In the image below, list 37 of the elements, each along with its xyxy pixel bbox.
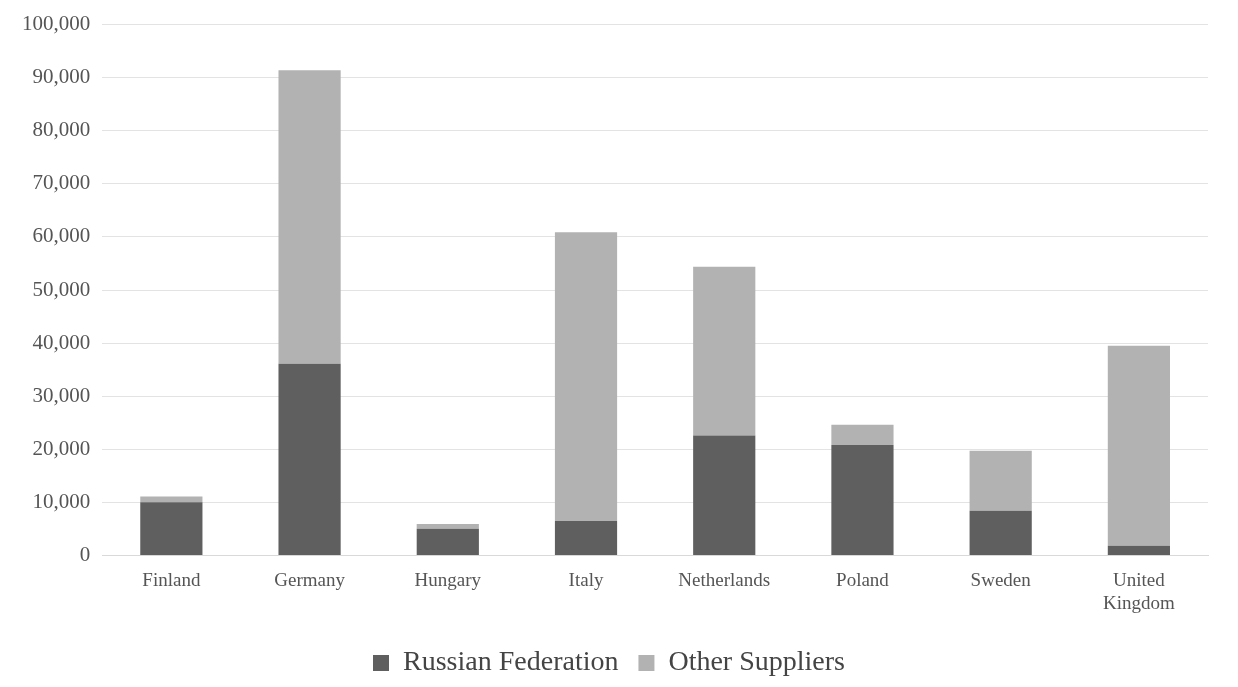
y-tick-label: 20,000	[32, 435, 91, 460]
bar	[969, 510, 1032, 555]
bar	[831, 424, 894, 445]
legend-label: Other Suppliers	[668, 645, 845, 677]
bar	[1107, 545, 1170, 555]
y-tick-label: 0	[79, 541, 91, 566]
bar	[140, 496, 203, 503]
x-tick-label: Poland	[836, 568, 890, 590]
y-tick-label: 40,000	[32, 329, 91, 354]
bar	[416, 528, 479, 555]
x-tick-label: Italy	[568, 568, 604, 590]
bar	[693, 435, 756, 555]
x-tick-label: Sweden	[970, 568, 1032, 590]
bar	[140, 502, 203, 555]
x-tick-label: United Kingdom	[1103, 568, 1175, 613]
y-tick-label: 60,000	[32, 223, 91, 248]
bar	[554, 520, 618, 555]
x-tick-label: Netherlands	[678, 568, 771, 590]
bar	[278, 363, 341, 555]
bar	[1107, 345, 1170, 546]
x-tick-label: Hungary	[414, 568, 482, 590]
x-tick-label: Germany	[274, 568, 346, 590]
y-tick-label: 90,000	[32, 64, 91, 89]
bar	[554, 232, 618, 521]
bar	[416, 524, 479, 529]
y-tick-label: 10,000	[32, 488, 91, 513]
y-tick-label: 50,000	[32, 276, 91, 301]
x-tick-label: Finland	[142, 568, 201, 590]
y-tick-label: 30,000	[32, 382, 91, 407]
y-tick-label: 80,000	[32, 117, 91, 142]
y-tick-label: 100,000	[22, 11, 91, 36]
bar	[278, 70, 341, 364]
bar	[693, 266, 756, 436]
bar	[831, 444, 894, 555]
legend-label: Russian Federation	[403, 645, 619, 677]
y-tick-label: 70,000	[32, 170, 91, 195]
bar	[969, 450, 1032, 511]
